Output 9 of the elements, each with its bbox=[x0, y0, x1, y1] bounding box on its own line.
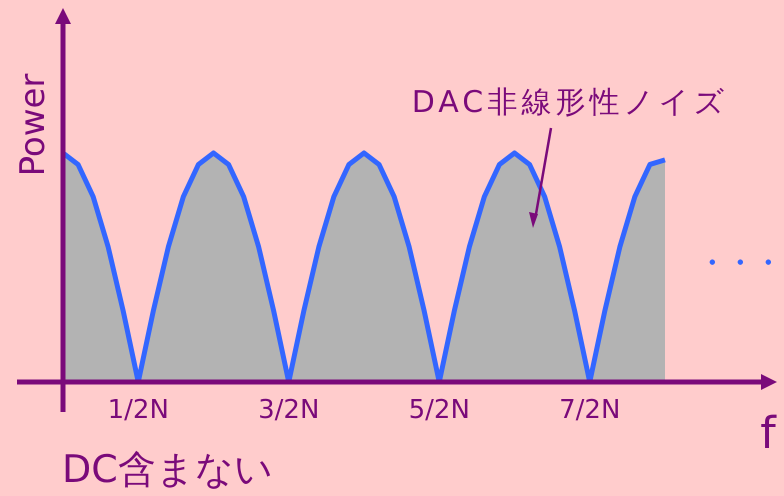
x-tick-label: 7/2N bbox=[559, 395, 620, 425]
text: DC含まない bbox=[62, 447, 273, 491]
y-axis-title: Power bbox=[13, 74, 53, 176]
x-tick-label: 3/2N bbox=[258, 395, 320, 425]
x-tick-label: 5/2N bbox=[408, 395, 470, 425]
text: ・・・ bbox=[698, 246, 782, 279]
text: DAC非線形性ノイズ bbox=[412, 85, 728, 120]
x-tick-label: 1/2N bbox=[108, 395, 169, 425]
x-axis-title: f bbox=[760, 408, 778, 459]
